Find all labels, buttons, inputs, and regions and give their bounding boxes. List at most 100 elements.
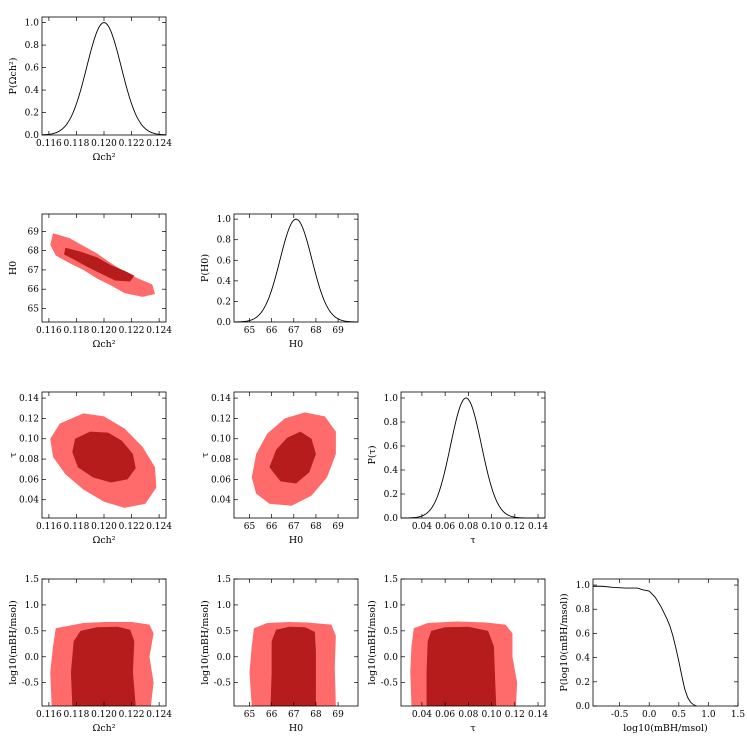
contour-68 xyxy=(64,247,135,282)
y-tick-label: 0.2 xyxy=(25,109,39,119)
y-tick-label: -0.5 xyxy=(214,679,232,689)
y-tick-label: 0.6 xyxy=(217,256,232,266)
y-axis-label: log10(mBH/msol) xyxy=(8,600,19,684)
y-tick-label: 0.8 xyxy=(576,605,591,615)
y-tick-label: -0.5 xyxy=(22,679,40,689)
y-tick-label: 0.6 xyxy=(384,442,399,452)
h0-marginal: 65 66 67 68 69 0.0 0.2 0.4 0.6 0.8 1.0 H0 P(H0) xyxy=(200,213,359,350)
x-tick-label: 0.124 xyxy=(146,710,172,720)
y-tick-label: 0.6 xyxy=(25,64,40,74)
x-tick-label: 66 xyxy=(266,522,278,532)
x-tick-label: 0.08 xyxy=(458,522,478,532)
y-tick-label: 0.5 xyxy=(217,627,232,637)
panel-frame xyxy=(400,578,546,707)
x-tick-label: 0.118 xyxy=(64,139,90,149)
y-tick-label: 1.0 xyxy=(576,581,591,591)
y-tick-label: 66 xyxy=(28,285,40,295)
x-tick-label: 0.12 xyxy=(505,710,525,720)
y-tick-label: 1.0 xyxy=(384,394,399,404)
contour-68 xyxy=(270,626,316,706)
x-tick-label: 0.122 xyxy=(119,710,145,720)
x-tick-label: 0.04 xyxy=(412,710,432,720)
y-axis-label: H0 xyxy=(8,261,19,275)
y-axis-label: τ xyxy=(200,452,211,457)
x-tick-label: 0.12 xyxy=(505,522,525,532)
y-tick-label: 1.5 xyxy=(384,575,399,585)
x-tick-label: 0.122 xyxy=(119,139,145,149)
y-axis-label: P(Ωch²) xyxy=(8,58,19,95)
y-tick-label: 0.04 xyxy=(19,496,39,506)
omega-marginal: 0.116 0.118 0.120 0.122 0.124 0.0 0.2 0.4 0.6 0.8… xyxy=(8,16,172,163)
y-tick-label: 0.0 xyxy=(217,653,232,663)
y-axis-label: P(τ) xyxy=(367,445,378,464)
x-tick-label: 0.116 xyxy=(36,326,62,336)
x-tick-label: 0.116 xyxy=(36,139,62,149)
x-axis-label: H0 xyxy=(289,339,303,350)
x-tick-label: 67 xyxy=(288,326,300,336)
x-tick-label: 0.120 xyxy=(91,710,117,720)
y-tick-label: 0.4 xyxy=(25,86,40,96)
y-axis-label: log10(mBH/msol) xyxy=(200,600,211,684)
panel-frame xyxy=(592,578,739,707)
omega-tau-contour: 0.116 0.118 0.120 0.122 0.124 0.04 0.06 0.08 0.1… xyxy=(8,391,172,546)
x-tick-label: 0.122 xyxy=(119,522,145,532)
x-tick-label: 0.116 xyxy=(36,522,62,532)
panel-frame xyxy=(41,16,167,136)
y-tick-label: 0.6 xyxy=(576,629,591,639)
y-tick-label: 0.08 xyxy=(19,455,39,465)
y-tick-label: 0.12 xyxy=(19,414,39,424)
x-tick-label: 69 xyxy=(332,710,344,720)
y-tick-label: 0.08 xyxy=(211,455,231,465)
y-tick-label: 0.04 xyxy=(211,496,231,506)
contour-68 xyxy=(426,626,497,706)
x-tick-label: 0.06 xyxy=(435,522,455,532)
y-tick-label: 0.0 xyxy=(384,514,399,524)
x-tick-label: 65 xyxy=(244,710,256,720)
x-tick-label: 0.0 xyxy=(642,710,657,720)
y-tick-label: 1.0 xyxy=(25,19,40,29)
y-tick-label: 0.0 xyxy=(25,653,40,663)
x-tick-label: 69 xyxy=(332,326,344,336)
x-tick-label: 65 xyxy=(244,326,256,336)
y-tick-label: 0.14 xyxy=(19,394,39,404)
y-tick-label: 1.0 xyxy=(25,601,40,611)
y-tick-label: 0.2 xyxy=(384,490,398,500)
y-tick-label: 0.8 xyxy=(384,418,399,428)
y-tick-label: 67 xyxy=(28,266,40,276)
y-tick-label: -0.5 xyxy=(381,679,399,689)
x-axis-label: τ xyxy=(470,535,475,546)
y-tick-label: 0.4 xyxy=(576,654,591,664)
y-axis-label: P(H0) xyxy=(200,254,211,282)
y-tick-label: 1.5 xyxy=(25,575,40,585)
x-tick-label: -0.5 xyxy=(611,710,629,720)
y-tick-label: 0.8 xyxy=(25,41,40,51)
x-tick-label: 0.124 xyxy=(146,522,172,532)
omega-h0-contour: 0.116 0.118 0.120 0.122 0.124 65 66 67 68 69 Ωch² H… xyxy=(8,213,172,350)
x-tick-label: 65 xyxy=(244,522,256,532)
marginal-curve xyxy=(41,22,167,136)
marginal-curve xyxy=(593,585,697,707)
y-tick-label: 0.14 xyxy=(211,394,231,404)
x-axis-label: τ xyxy=(470,723,475,734)
x-axis-label: H0 xyxy=(289,535,303,546)
x-tick-label: 0.120 xyxy=(91,522,117,532)
x-tick-label: 66 xyxy=(266,710,278,720)
x-tick-label: 68 xyxy=(310,326,322,336)
x-tick-label: 0.118 xyxy=(64,522,90,532)
x-tick-label: 0.14 xyxy=(528,522,548,532)
x-axis-label: Ωch² xyxy=(92,152,115,163)
x-tick-label: 0.118 xyxy=(64,710,90,720)
y-tick-label: 65 xyxy=(28,305,40,315)
x-axis-label: Ωch² xyxy=(92,535,115,546)
x-tick-label: 0.04 xyxy=(412,522,432,532)
y-tick-label: 0.5 xyxy=(384,627,399,637)
y-tick-label: 68 xyxy=(28,247,40,257)
tau-marginal: 0.04 0.06 0.08 0.10 0.12 0.14 0.0 0.2 0.4 0.6 0.8 1… xyxy=(367,391,548,546)
x-tick-label: 0.124 xyxy=(146,139,172,149)
x-tick-label: 66 xyxy=(266,326,278,336)
x-tick-label: 0.06 xyxy=(435,710,455,720)
contour-68 xyxy=(72,431,136,483)
x-tick-label: 0.14 xyxy=(528,710,548,720)
y-tick-label: 0.10 xyxy=(211,435,231,445)
marginal-curve xyxy=(233,218,359,323)
